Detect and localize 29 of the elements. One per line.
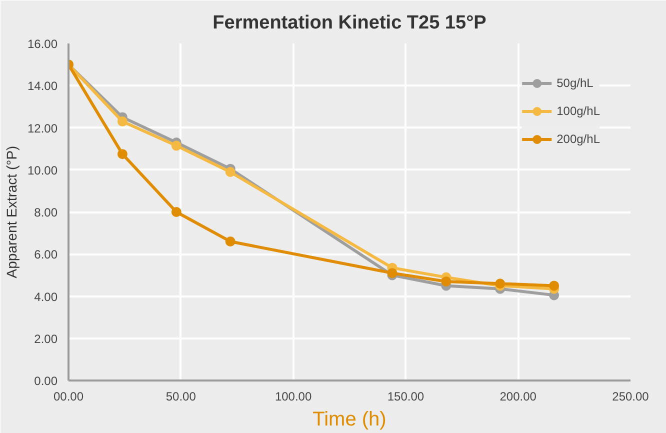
x-axis-title: Time (h): [312, 408, 386, 430]
y-tick-label: 10.00: [27, 163, 58, 178]
y-tick-label: 0.00: [34, 374, 58, 388]
point: [117, 116, 128, 126]
point: [225, 236, 236, 246]
legend-label: 200g/hL: [556, 132, 600, 146]
x-tick-label: 100.00: [274, 390, 312, 404]
point: [117, 149, 128, 160]
x-tick-label: 150.00: [387, 390, 424, 404]
y-tick-label: 12.00: [27, 121, 58, 136]
point: [171, 140, 182, 151]
y-tick-label: 8.00: [34, 206, 58, 220]
y-tick-label: 14.00: [27, 79, 58, 94]
y-tick-label: 2.00: [34, 332, 58, 346]
point: [171, 207, 182, 217]
legend-label: 100g/hL: [556, 104, 600, 118]
y-axis-title: Apparent Extract (°P): [3, 146, 20, 278]
y-tick-label: 6.00: [34, 248, 58, 262]
y-tick-label: 16.00: [27, 37, 58, 51]
legend-label: 50g/hL: [556, 76, 594, 90]
x-tick-label: 200.00: [500, 390, 537, 404]
point: [225, 166, 236, 177]
x-tick-label: 00.00: [53, 390, 84, 404]
point: [549, 280, 560, 291]
x-tick-label: 50.00: [166, 390, 196, 404]
x-tick-label: 250.00: [612, 390, 650, 404]
y-tick-label: 4.00: [34, 290, 58, 304]
point: [441, 276, 452, 286]
chart-title: Fermentation Kinetic T25 15°P: [212, 12, 487, 34]
